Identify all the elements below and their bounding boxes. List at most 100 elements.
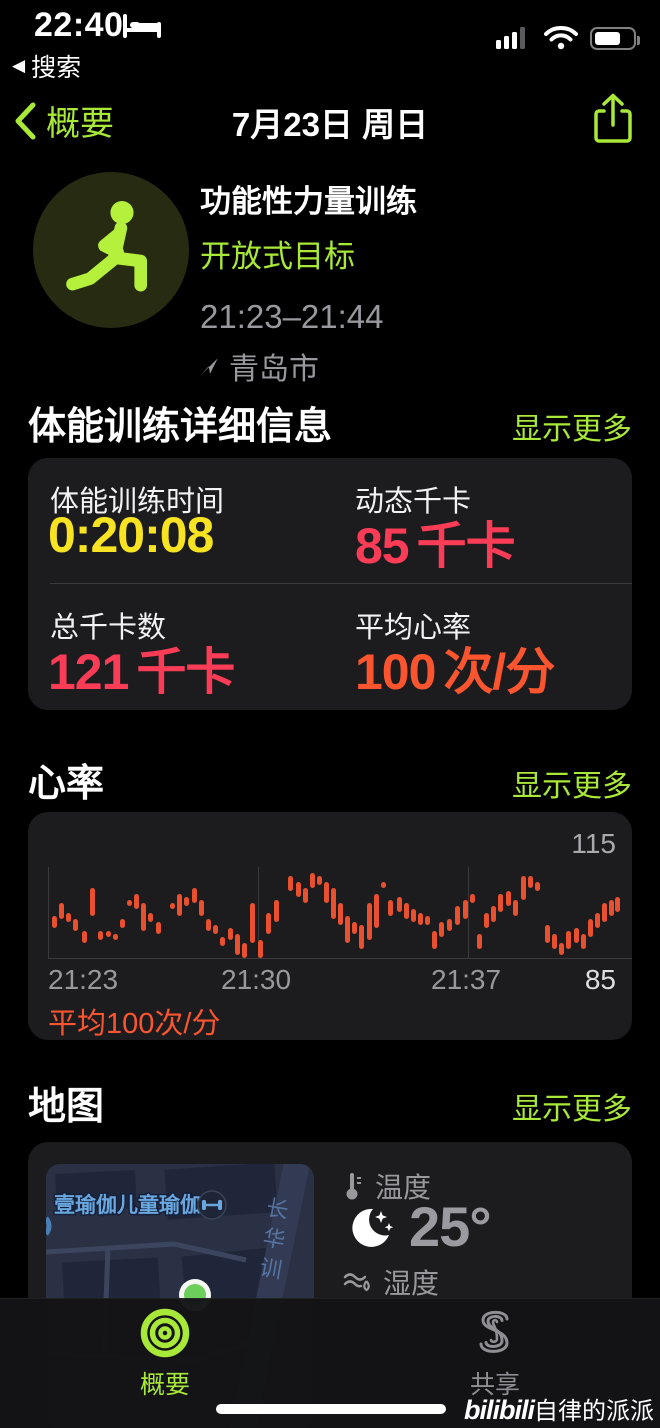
tab-summary-label: 概要: [139, 1371, 190, 1399]
heart-rate-bar: [170, 903, 175, 910]
back-to-app-triangle-icon: ◀: [12, 56, 26, 75]
heart-rate-bar: [288, 876, 293, 892]
heart-rate-bar: [303, 888, 308, 904]
map-poi-label: 壹瑜伽儿童瑜伽: [54, 1193, 201, 1217]
heart-rate-bar: [296, 882, 301, 898]
share-button[interactable]: [592, 92, 634, 151]
battery-icon: [590, 26, 640, 50]
status-time: 22:40: [34, 6, 124, 44]
temperature-label: 温度: [375, 1172, 432, 1203]
heart-rate-bar: [581, 933, 586, 949]
details-section-title: 体能训练详细信息: [28, 406, 333, 448]
x-tick-label: 21:30: [221, 964, 292, 995]
map-show-more-button[interactable]: 显示更多: [512, 1093, 632, 1126]
heart-rate-bar: [199, 900, 204, 916]
heart-rate-bar: [59, 903, 64, 919]
heart-rate-bar: [388, 900, 393, 916]
share-icon: [594, 93, 632, 143]
heart-rate-bar: [439, 921, 444, 937]
heart-rate-bar: [82, 930, 87, 943]
heart-rate-bar: [228, 927, 233, 940]
workout-goal-label: 开放式目标: [200, 239, 355, 274]
heart-rate-bar: [184, 897, 189, 907]
heart-rate-bar: [213, 924, 218, 934]
heart-rate-bar: [397, 897, 402, 913]
x-axis-line: [48, 958, 632, 959]
heart-rate-chart-card: 115 21:23 21:30 21:37 85 平均100次/分: [28, 812, 632, 1040]
metric-value-avg-heart-rate: 100 次/分: [355, 644, 555, 700]
activity-rings-icon: [140, 1308, 190, 1358]
heart-rate-bar: [477, 933, 482, 949]
heart-rate-bar: [242, 942, 247, 958]
heart-rate-bar: [602, 903, 607, 922]
heart-rate-bar: [574, 927, 579, 943]
heart-rate-bar: [535, 882, 540, 892]
gridline: [468, 867, 469, 958]
heart-rate-bar: [588, 918, 593, 937]
heart-rate-bar: [317, 876, 322, 886]
wifi-icon: [544, 26, 578, 50]
svg-text:训: 训: [258, 1255, 284, 1283]
workout-location-label: 青岛市: [229, 353, 319, 386]
workout-type-badge: [33, 172, 189, 328]
heart-rate-bar: [127, 900, 132, 907]
humidity-label: 湿度: [383, 1268, 440, 1299]
heart-rate-bar: [374, 894, 379, 928]
metric-label: 动态千卡: [355, 486, 472, 518]
heart-rate-bar: [455, 906, 460, 925]
heart-rate-bar: [134, 894, 139, 910]
heart-rate-bar: [484, 912, 489, 928]
heart-rate-bar: [250, 903, 255, 943]
back-button[interactable]: 概要: [14, 96, 114, 145]
watermark: bilibili 自律的派派: [464, 1391, 654, 1426]
heart-rate-bar: [359, 924, 364, 949]
location-arrow-icon: [201, 358, 218, 375]
heart-rate-bar: [258, 939, 263, 958]
workout-location: 青岛市: [200, 344, 417, 388]
workout-details-card: 体能训练时间 0:20:08 动态千卡 85 千卡 总千卡数 121 千卡 平均心率…: [28, 458, 632, 710]
details-show-more-button[interactable]: 显示更多: [512, 413, 632, 446]
metric-value-workout-time: 0:20:08: [48, 507, 214, 563]
metric-label: 总千卡数: [50, 612, 167, 644]
map-section-header: 地图 显示更多: [28, 1075, 632, 1130]
tab-summary[interactable]: 概要: [65, 1307, 265, 1401]
heart-rate-bar: [206, 918, 211, 931]
y-axis-min-label: 85: [584, 964, 616, 995]
heart-rate-bar: [595, 912, 600, 928]
card-divider: [50, 583, 632, 584]
status-indicators: [496, 26, 640, 50]
heart-rate-bar: [324, 882, 329, 904]
workout-info: 功能性力量训练 开放式目标 21:23–21:44 青岛市: [200, 176, 417, 388]
heart-rate-bar: [73, 918, 78, 931]
heart-rate-bar: [447, 918, 452, 931]
tab-sharing[interactable]: 共享: [395, 1307, 595, 1401]
thermometer-icon: [346, 1173, 361, 1200]
svg-text:长: 长: [264, 1195, 290, 1223]
moon-stars-icon: [352, 1208, 394, 1247]
back-to-app-button[interactable]: ◀ 搜索: [12, 48, 81, 84]
metric-label: 平均心率: [355, 612, 472, 644]
gridline: [258, 867, 259, 958]
heart-rate-bar: [411, 909, 416, 922]
details-section-header: 体能训练详细信息 显示更多: [28, 395, 632, 450]
heart-rate-bar: [418, 912, 423, 925]
metric-value-active-kcal: 85 千卡: [355, 518, 516, 574]
heart-rate-bar: [120, 918, 125, 928]
heart-rate-bar: [141, 903, 146, 931]
svg-text:华: 华: [261, 1225, 287, 1253]
heart-rate-bar: [566, 930, 571, 949]
heart-rate-bar: [331, 888, 336, 919]
home-indicator[interactable]: [216, 1404, 446, 1414]
x-tick-label: 21:37: [431, 964, 502, 995]
heart-rate-show-more-button[interactable]: 显示更多: [512, 770, 632, 803]
heart-rate-bar: [470, 894, 475, 904]
heart-rate-bar: [609, 900, 614, 916]
heart-rate-bar: [381, 882, 386, 889]
average-heart-rate-label: 平均100次/分: [48, 1008, 221, 1040]
back-to-app-label: 搜索: [31, 54, 82, 82]
heart-rate-section-header: 心率 显示更多: [28, 752, 632, 807]
map-section-title: 地图: [28, 1086, 105, 1128]
workout-type-label: 功能性力量训练: [200, 184, 417, 219]
heart-rate-bar: [463, 900, 468, 919]
